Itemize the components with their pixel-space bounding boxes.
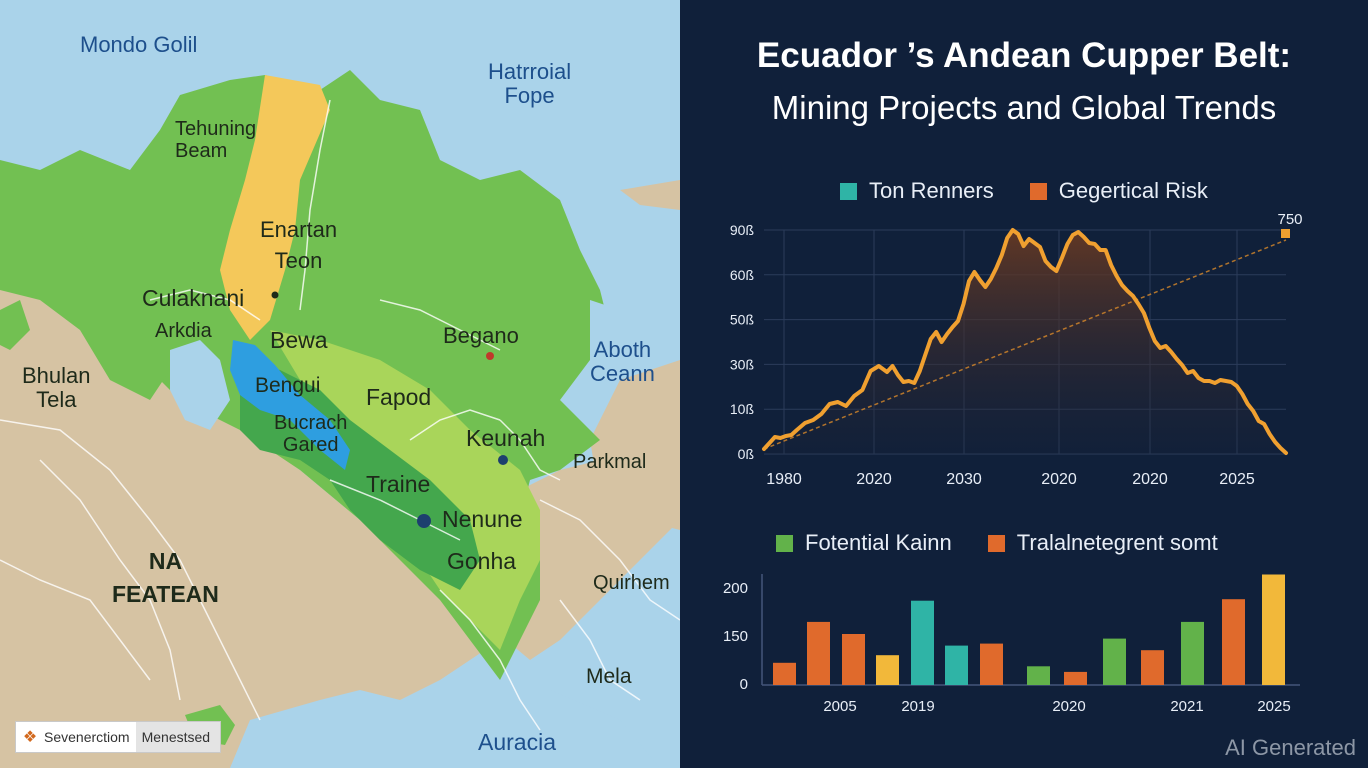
bar-x-tick-label: 2019 (901, 698, 934, 715)
map-label-enartan-teon: Enartan Teon (260, 217, 338, 273)
map-label-gonha: Gonha (447, 548, 517, 574)
line-y-tick-label: 10ß (730, 401, 754, 417)
bar-x-tick-label: 2005 (823, 698, 856, 715)
bar (1141, 650, 1164, 685)
land-tan-north (620, 180, 680, 210)
line-y-tick-label: 50ß (730, 312, 754, 328)
line-y-tick-label: 90ß (730, 222, 754, 238)
map-label-bengui: Bengui (255, 374, 321, 397)
map-label-bewa: Bewa (270, 327, 328, 353)
line-x-tick-label: 2020 (1041, 471, 1077, 488)
line-chart: 90ß 60ß 50ß 30ß 10ß 0ß 1980 2020 2030 2020 2020 202… (730, 211, 1303, 488)
bar (1027, 666, 1050, 685)
bar (807, 621, 830, 685)
land-green-west (0, 180, 170, 400)
line-x-tick-label: 2020 (856, 471, 892, 488)
line-y-tick-label: 0ß (738, 446, 754, 462)
bar (773, 662, 796, 685)
region-yellow (220, 75, 330, 340)
line-chart-legend: Ton Renners Gegertical Risk (840, 178, 1208, 204)
line-end-label: 750 (1277, 211, 1302, 228)
legend-swatch-teal (840, 182, 857, 200)
bar-chart: 200 150 0 2005 2019 2020 2021 2025 (723, 574, 1300, 715)
line-x-tick-label: 2020 (1132, 471, 1168, 488)
credit-left-text: Sevenerctiom (44, 729, 130, 745)
legend-swatch-green (776, 534, 793, 552)
region-blue (230, 340, 350, 470)
marker-nenune (417, 514, 431, 528)
map-label-fapod: Fapod (366, 384, 432, 410)
island-east (590, 300, 650, 380)
bar (1222, 599, 1245, 685)
map-label-begano: Begano (443, 323, 519, 348)
map-label-mela: Mela (586, 665, 632, 688)
legend-swatch-orange (1029, 182, 1047, 200)
map-label-parkmal: Parkmal (573, 451, 647, 473)
map-label-bucrach-gared: Bucrach Gared (274, 412, 348, 456)
title-line-2: Mining Projects and Global Trends (771, 89, 1277, 126)
map-panel: Mondo Golil Hatrroial Fope Tehuning Beam… (0, 0, 680, 768)
bar (1262, 574, 1285, 685)
bar (1181, 621, 1204, 685)
bar (911, 600, 934, 685)
line-end-point (1281, 229, 1290, 238)
line-x-tick-label: 2025 (1219, 471, 1255, 488)
map-credit-badge: ❖ Sevenerctiom Menestsed (15, 721, 222, 753)
line-y-tick-label: 30ß (730, 356, 754, 372)
bar (876, 655, 899, 685)
bay-south (400, 680, 660, 768)
map-label-na-featean: NA FEATEAN (112, 548, 219, 608)
map-label-quirhem: Quirhem (593, 572, 670, 594)
legend-swatch-orange-2 (987, 534, 1005, 552)
map-label-bhulan-tela: Bhulan Tela (22, 363, 91, 413)
map-label-culaknani: Culaknani (142, 285, 245, 311)
legend-label-gegertical-risk: Gegertical Risk (1058, 178, 1208, 203)
compass-icon: ❖ (22, 729, 38, 746)
marker-culaknani (271, 291, 279, 299)
bar-x-tick-label: 2025 (1257, 698, 1290, 715)
map-label-traine: Traine (366, 471, 431, 497)
line-x-tick-label: 2030 (946, 471, 982, 488)
line-x-tick-label: 1980 (766, 471, 802, 488)
map-graphic (0, 0, 680, 768)
map-label-nenune: Nenune (442, 506, 523, 532)
line-y-tick-label: 60ß (730, 267, 754, 283)
title-line-1: Ecuador ’s Andean Cupper Belt: (756, 36, 1292, 75)
lake-west (170, 340, 230, 430)
credit-right-text: Menestsed (135, 722, 221, 752)
legend-label-tralalnetegrent-somt: Tralalnetegrent somt (1016, 530, 1218, 555)
map-label-hatrroial-fope: Hatrroial Fope (488, 59, 572, 109)
bar (1064, 671, 1087, 685)
line-series (762, 228, 1288, 455)
legend-label-fotential-kainn: Fotential Kainn (805, 530, 952, 555)
bar (1103, 638, 1126, 685)
map-label-tehuning-beam: Tehuning Beam (175, 118, 257, 162)
map-borders (0, 99, 680, 731)
marker-keunah (498, 455, 508, 465)
map-label-mondo-golil: Mondo Golil (80, 32, 198, 57)
bar-y-tick-label: 150 (723, 628, 748, 645)
line-area-fill (764, 230, 1286, 454)
bar-y-tick-label: 0 (740, 676, 748, 693)
bar (842, 634, 865, 685)
bar-chart-legend: Fotential Kainn Tralalnetegrent somt (776, 530, 1218, 556)
bar-y-tick-label: 200 (723, 580, 748, 597)
legend-label-ton-renners: Ton Renners (869, 178, 994, 203)
chart-panel: Ecuador ’s Andean Cupper Belt: Mining Pr… (680, 0, 1368, 768)
ai-generated-watermark: AI Generated (1225, 735, 1356, 760)
line-trend (763, 239, 1287, 450)
land-tan-east (590, 360, 680, 530)
bar (945, 645, 968, 685)
island-west (0, 300, 30, 350)
bar-x-tick-label: 2020 (1052, 698, 1085, 715)
map-label-keunah: Keunah (466, 425, 546, 451)
chart-title: Ecuador ’s Andean Cupper Belt: Mining Pr… (680, 30, 1368, 134)
bar-x-tick-label: 2021 (1170, 698, 1203, 715)
bar (980, 643, 1003, 685)
map-label-auracia: Auracia (478, 729, 556, 755)
map-label-aboth-ceann: Aboth Ceann (590, 337, 655, 387)
marker-begano (486, 352, 494, 360)
map-label-arkdia: Arkdia (155, 320, 212, 342)
